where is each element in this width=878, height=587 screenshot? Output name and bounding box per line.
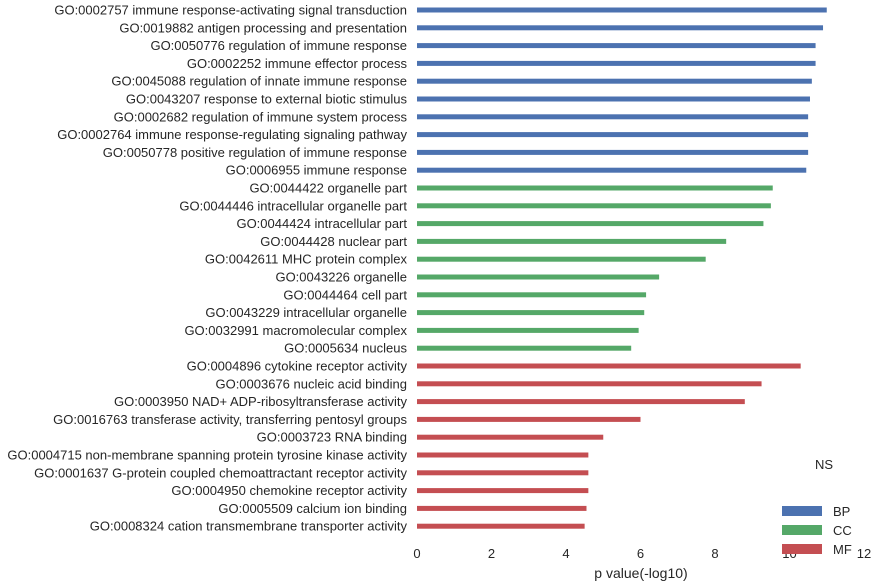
category-label: GO:0006955 immune response	[226, 163, 407, 178]
x-tick-label: 6	[637, 546, 644, 561]
category-label: GO:0032991 macromolecular complex	[184, 323, 407, 338]
category-label: GO:0043229 intracellular organelle	[205, 305, 407, 320]
category-label: GO:0003950 NAD+ ADP-ribosyltransferase a…	[114, 394, 407, 409]
bar-mf-9	[417, 505, 587, 511]
legend-label-bp: BP	[833, 504, 850, 519]
x-tick-label: 2	[488, 546, 495, 561]
bar-cc-3	[417, 221, 764, 227]
category-label: GO:0050776 regulation of immune response	[150, 38, 407, 53]
bar-mf-1	[417, 363, 801, 369]
category-label: GO:0002764 immune response-regulating si…	[57, 127, 407, 142]
bar-cc-4	[417, 238, 727, 244]
bar-cc-2	[417, 203, 771, 209]
bars-layer	[417, 7, 827, 529]
bar-mf-7	[417, 470, 589, 476]
category-label: GO:0003676 nucleic acid binding	[215, 376, 407, 391]
bar-bp-10	[417, 167, 807, 173]
category-label: GO:0044464 cell part	[283, 287, 407, 302]
bar-bp-1	[417, 7, 827, 13]
category-label: GO:0016763 transferase activity, transfe…	[53, 412, 407, 427]
bar-bp-3	[417, 43, 816, 49]
legend-title: NS	[815, 457, 833, 472]
legend-label-mf: MF	[833, 542, 852, 557]
category-label: GO:0004715 non-membrane spanning protein…	[7, 448, 407, 463]
category-label: GO:0001637 G-protein coupled chemoattrac…	[34, 465, 407, 480]
bar-mf-6	[417, 452, 589, 458]
category-label: GO:0005509 calcium ion binding	[218, 501, 407, 516]
category-label: GO:0044428 nuclear part	[260, 234, 407, 249]
bar-bp-4	[417, 60, 816, 66]
category-label: GO:0043207 response to external biotic s…	[126, 92, 408, 107]
x-tick-label: 8	[711, 546, 718, 561]
category-label: GO:0005634 nucleus	[284, 341, 407, 356]
category-label: GO:0045088 regulation of innate immune r…	[111, 74, 407, 89]
x-tick-label: 0	[413, 546, 420, 561]
legend: NS BP CC MF	[782, 457, 852, 557]
category-label: GO:0043226 organelle	[275, 270, 407, 285]
bar-bp-8	[417, 132, 809, 138]
category-label: GO:0044446 intracellular organelle part	[179, 198, 407, 213]
bar-cc-7	[417, 292, 647, 298]
bar-mf-8	[417, 488, 589, 494]
x-tick-label: 4	[562, 546, 569, 561]
category-label: GO:0050778 positive regulation of immune…	[103, 145, 407, 160]
bar-cc-6	[417, 274, 660, 280]
category-label: GO:0044422 organelle part	[249, 181, 407, 196]
category-label: GO:0008324 cation transmembrane transpor…	[90, 519, 408, 534]
bar-bp-6	[417, 96, 810, 102]
bar-bp-7	[417, 114, 809, 120]
bar-bp-5	[417, 78, 812, 84]
legend-swatch-bp	[782, 506, 822, 516]
bar-mf-10	[417, 523, 585, 529]
category-label: GO:0019882 antigen processing and presen…	[119, 20, 407, 35]
x-axis-title: p value(-log10)	[594, 565, 687, 581]
bar-mf-4	[417, 416, 641, 422]
bar-bp-9	[417, 149, 809, 155]
legend-label-cc: CC	[833, 523, 852, 538]
category-label: GO:0002252 immune effector process	[187, 56, 408, 71]
bar-bp-2	[417, 25, 824, 31]
category-label: GO:0002682 regulation of immune system p…	[114, 109, 408, 124]
bar-mf-3	[417, 399, 745, 405]
category-label: GO:0004950 chemokine receptor activity	[171, 483, 407, 498]
category-label: GO:0004896 cytokine receptor activity	[187, 359, 408, 374]
category-label: GO:0002757 immune response-activating si…	[54, 3, 407, 18]
bar-cc-1	[417, 185, 773, 191]
bar-mf-2	[417, 381, 762, 387]
bar-cc-8	[417, 310, 645, 316]
bar-mf-5	[417, 434, 604, 440]
category-labels: GO:0002757 immune response-activating si…	[7, 3, 407, 534]
bar-cc-10	[417, 345, 632, 351]
category-label: GO:0044424 intracellular part	[236, 216, 407, 231]
legend-swatch-mf	[782, 544, 822, 554]
bar-cc-9	[417, 327, 639, 333]
legend-swatch-cc	[782, 525, 822, 535]
category-label: GO:0003723 RNA binding	[257, 430, 407, 445]
x-tick-label: 12	[857, 546, 871, 561]
category-label: GO:0042611 MHC protein complex	[205, 252, 408, 267]
bar-cc-5	[417, 256, 706, 262]
